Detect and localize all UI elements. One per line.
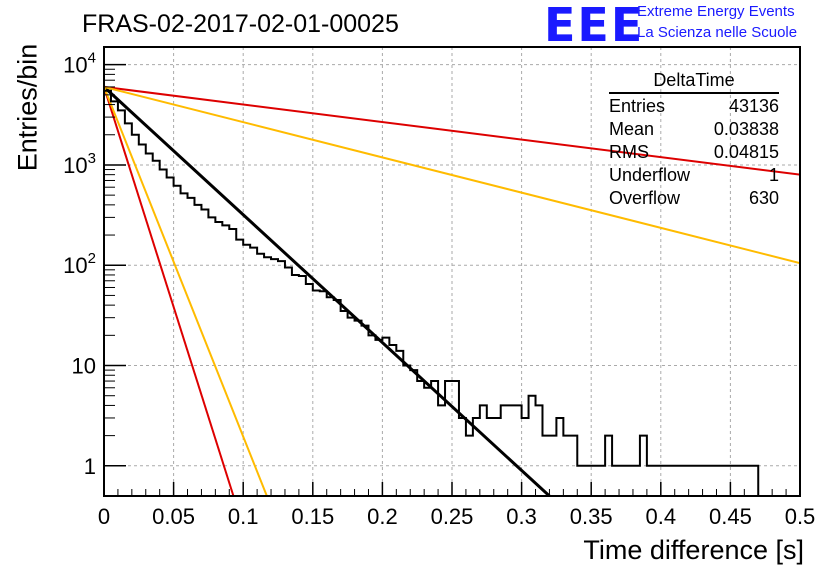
stats-label: Overflow [609, 188, 681, 208]
stats-label: Underflow [609, 165, 691, 185]
axis-ticks [103, 63, 801, 497]
stats-value: 43136 [728, 96, 779, 116]
stats-row: Mean 0.03838 [609, 118, 779, 141]
y-axis-label: Entries/bin [12, 43, 43, 172]
logo-subtitle-2: La Scienza nelle Scuole [637, 24, 798, 41]
plot-content [104, 85, 800, 496]
stats-value: 0.03838 [713, 119, 779, 139]
grid-lines [104, 47, 800, 496]
y-tick-exponent: 4 [88, 50, 96, 67]
x-tick-label: 0.15 [291, 504, 334, 529]
stats-label: RMS [609, 142, 649, 162]
logo-subtitle-1: Extreme Energy Events [637, 3, 795, 20]
tick-labels: 0 0.05 0.1 0.15 0.2 0.25 0.3 0.35 0.4 0.45 0.5 1 10 1… [63, 50, 815, 529]
stats-box: DeltaTime Entries 43136 Mean 0.03838 RMS 0.… [609, 70, 779, 210]
histogram-deltatime [104, 89, 800, 496]
chart-title: FRAS-02-2017-02-01-00025 [82, 10, 399, 38]
stats-row: Entries 43136 [609, 95, 779, 118]
stats-label: Mean [609, 119, 655, 139]
stats-value: 1 [768, 165, 779, 185]
y-tick-label: 1 [84, 454, 96, 479]
stats-value: 630 [748, 188, 779, 208]
x-tick-label: 0.2 [367, 504, 398, 529]
y-tick-label: 102 [63, 250, 96, 278]
eee-logo: EEE [544, 0, 645, 52]
y-tick-label: 10 [72, 354, 96, 379]
y-tick-exponent: 3 [88, 150, 96, 167]
x-axis-label: Time difference [s] [583, 535, 804, 565]
line-yellow_band_fast [104, 86, 268, 496]
x-tick-label: 0.35 [570, 504, 613, 529]
stats-title: DeltaTime [609, 70, 779, 94]
line-red_band_slow [104, 85, 800, 176]
y-tick-label: 104 [63, 50, 96, 78]
x-tick-label: 0.5 [785, 504, 816, 529]
x-tick-label: 0.1 [228, 504, 259, 529]
stats-row: Underflow 1 [609, 164, 779, 187]
x-tick-label: 0.05 [152, 504, 195, 529]
x-tick-label: 0.4 [646, 504, 677, 529]
stats-label: Entries [609, 96, 666, 116]
x-tick-label: 0.3 [506, 504, 537, 529]
stats-value: 0.04815 [713, 142, 779, 162]
y-tick-label: 103 [63, 150, 96, 178]
line-yellow_band_slow [104, 85, 800, 265]
line-red_band_fast [104, 86, 235, 496]
stats-row: Overflow 630 [609, 187, 779, 210]
x-tick-label: 0.25 [431, 504, 474, 529]
stats-row: RMS 0.04815 [609, 141, 779, 164]
x-tick-label: 0.45 [709, 504, 752, 529]
y-tick-exponent: 2 [88, 250, 96, 267]
x-tick-label: 0 [98, 504, 110, 529]
